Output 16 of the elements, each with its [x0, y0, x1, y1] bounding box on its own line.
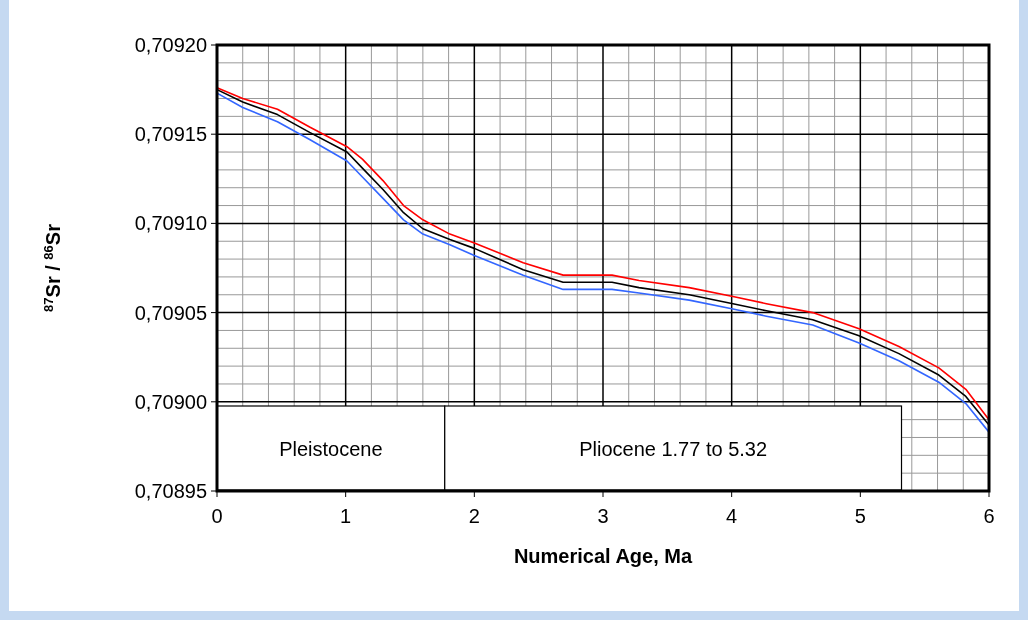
x-axis-title: Numerical Age, Ma	[513, 545, 693, 567]
x-tick-label: 6	[983, 505, 995, 527]
y-tick-label: 0,70920	[134, 34, 207, 56]
x-tick-label: 4	[726, 505, 738, 527]
y-tick-label: 0,70905	[134, 301, 207, 324]
x-tick-label: 5	[854, 505, 866, 527]
x-tick-label: 1	[340, 505, 352, 527]
y-tick-label: 0,70915	[134, 123, 207, 146]
band-label: Pleistocene	[279, 437, 383, 460]
x-tick-label: 2	[468, 505, 480, 527]
x-tick-label: 0	[211, 505, 223, 527]
y-tick-label: 0,70895	[134, 480, 207, 502]
x-tick-label: 3	[597, 505, 609, 527]
y-tick-label: 0,70910	[134, 212, 207, 235]
y-tick-label: 0,70900	[134, 390, 207, 413]
band-label: Pliocene 1.77 to 5.32	[579, 437, 768, 460]
